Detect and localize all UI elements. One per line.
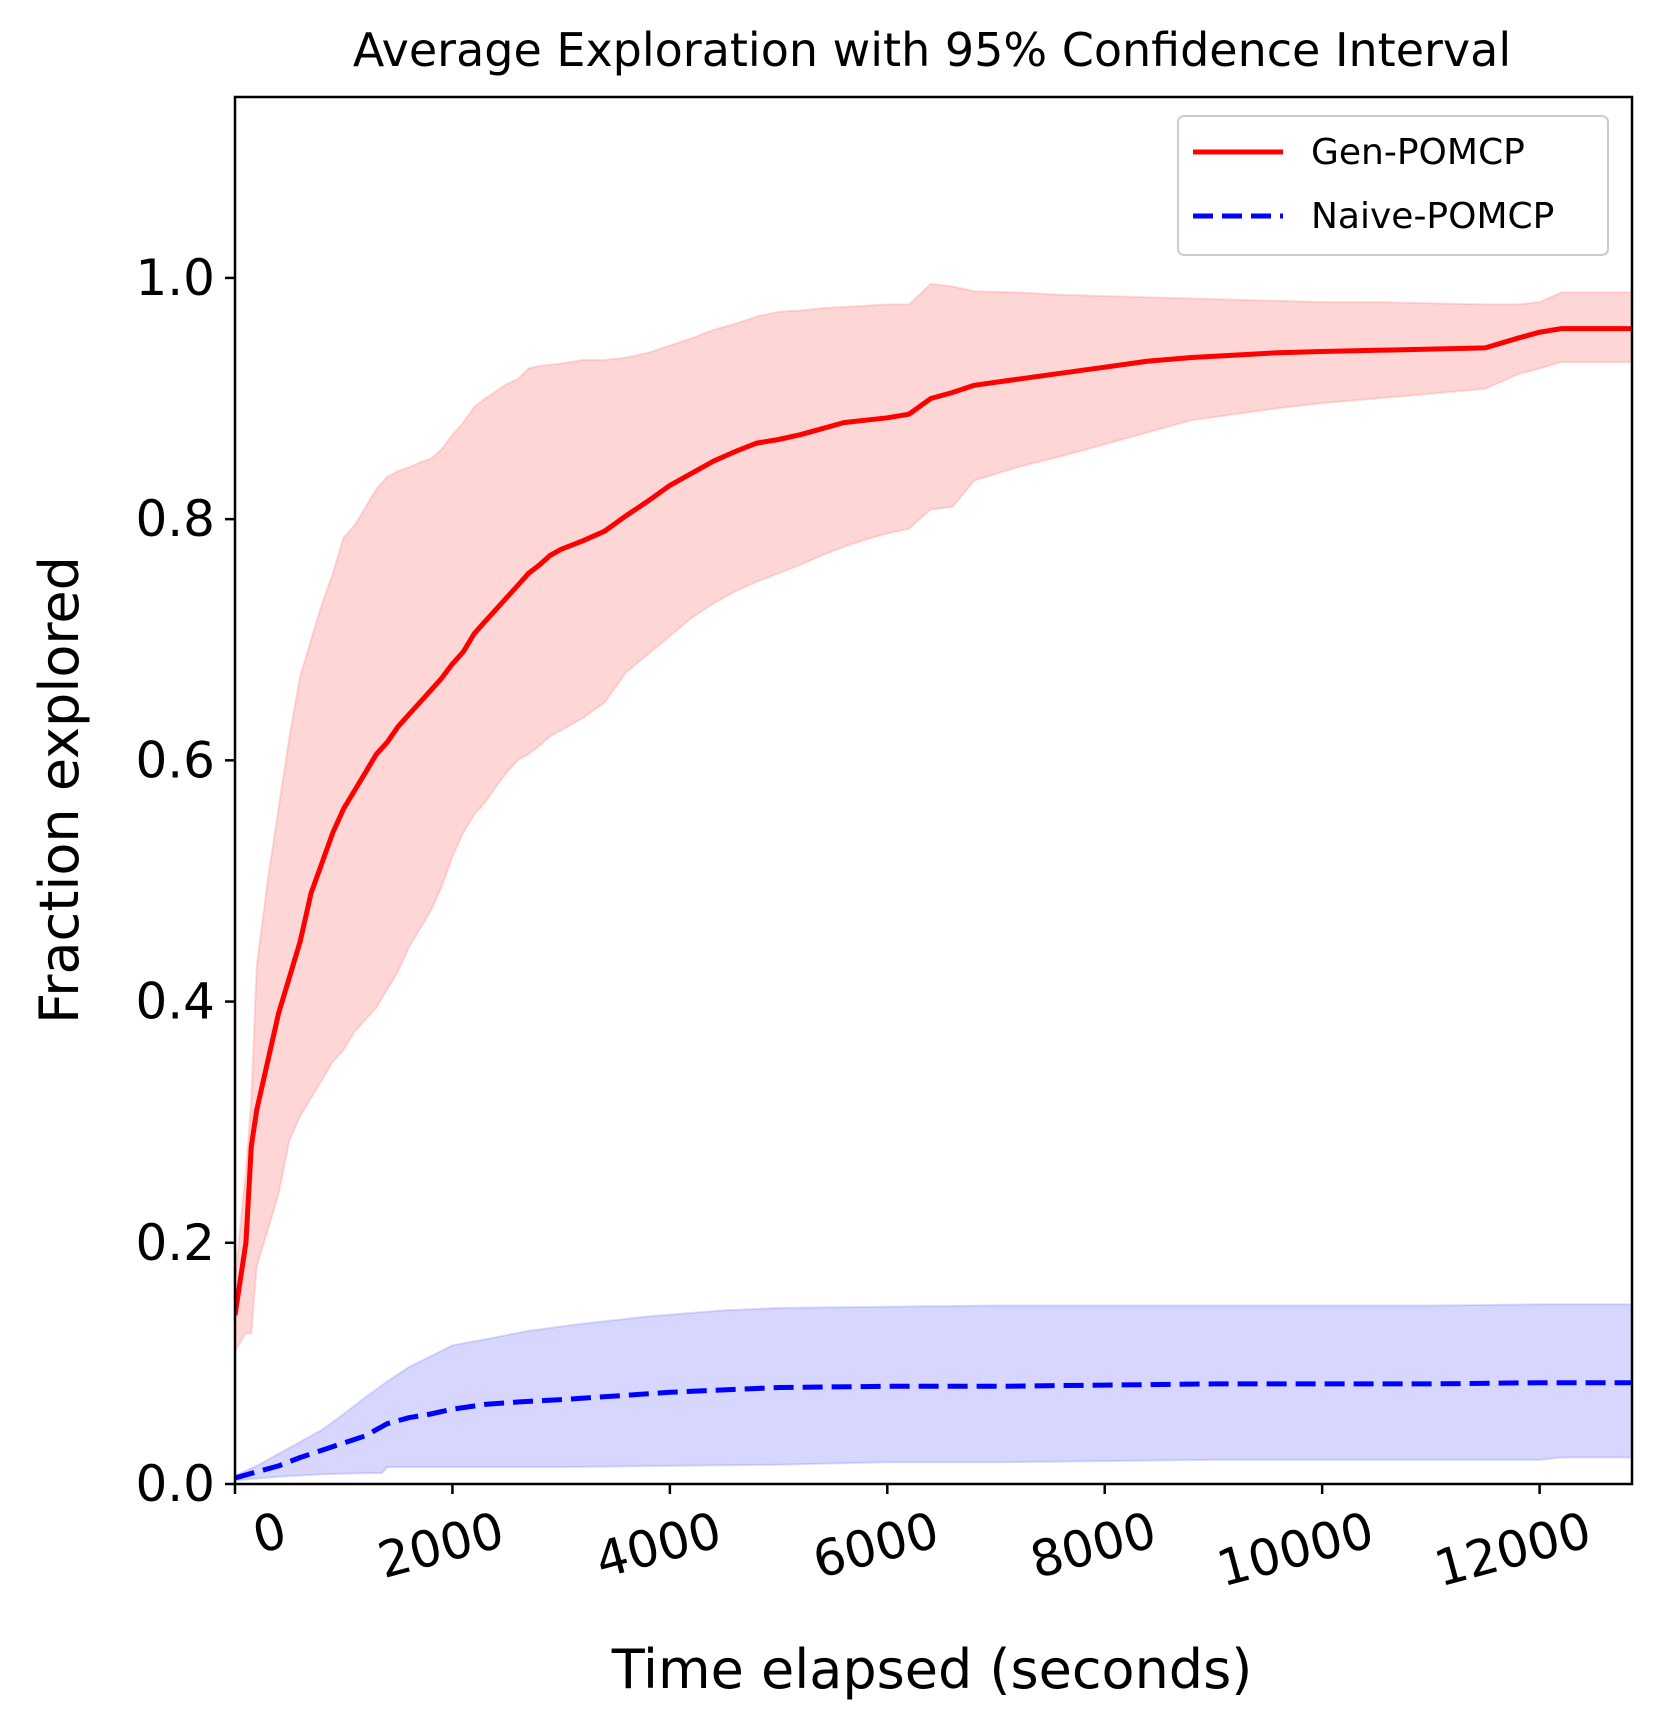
legend-label-gen-pomcp: Gen-POMCP [1311,132,1525,173]
legend-box [1177,115,1609,256]
y-tick-label: 0.2 [135,1214,215,1272]
x-tick-label: 8000 [1024,1501,1162,1590]
y-axis-ticks: 0.0 0.2 0.4 0.6 0.8 1.0 [135,249,235,1513]
y-axis-label: Fraction explored [28,556,91,1024]
series-lines [235,326,1632,1481]
x-tick-label: 12000 [1428,1501,1597,1598]
series-line-naive-pomcp [235,1380,1632,1481]
x-axis-ticks: 0 2000 4000 6000 8000 10000 12000 [233,1484,1597,1598]
confidence-band-naive-pomcp [235,1303,1632,1482]
legend-label-naive-pomcp: Naive-POMCP [1311,196,1554,237]
y-tick-label: 0.4 [135,973,215,1031]
y-tick-label: 0.6 [135,731,215,789]
y-tick-label: 0.8 [135,490,215,548]
x-tick-label: 0 [247,1501,293,1565]
x-tick-label: 6000 [807,1501,945,1590]
confidence-bands [235,282,1632,1482]
y-tick-label: 0.0 [135,1455,215,1513]
confidence-band-gen-pomcp [235,282,1632,1354]
x-tick-label: 10000 [1211,1501,1380,1598]
plot-frame [233,95,1634,1486]
chart-title: Average Exploration with 95% Confidence … [353,23,1511,77]
series-line-gen-pomcp [235,326,1632,1316]
x-tick-label: 4000 [589,1501,727,1590]
legend: Gen-POMCP Naive-POMCP [1177,115,1609,256]
y-tick-label: 1.0 [135,249,215,307]
x-tick-label: 2000 [372,1501,510,1590]
x-axis-label: Time elapsed (seconds) [611,1638,1253,1701]
plot-area [235,282,1632,1482]
